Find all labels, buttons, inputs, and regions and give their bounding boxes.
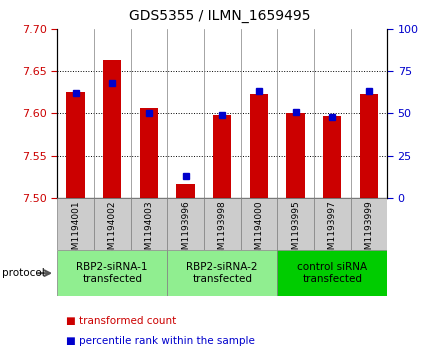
Text: GSM1193998: GSM1193998 bbox=[218, 200, 227, 261]
Text: GSM1194002: GSM1194002 bbox=[108, 200, 117, 261]
Text: GSM1194000: GSM1194000 bbox=[254, 200, 264, 261]
Bar bbox=[57, 250, 167, 296]
Text: RBP2-siRNA-2
transfected: RBP2-siRNA-2 transfected bbox=[187, 262, 258, 284]
Text: ■ transformed count: ■ transformed count bbox=[66, 316, 176, 326]
Text: GSM1193995: GSM1193995 bbox=[291, 200, 300, 261]
Bar bbox=[103, 60, 121, 198]
Text: GSM1193996: GSM1193996 bbox=[181, 200, 190, 261]
Bar bbox=[323, 116, 341, 198]
Text: GSM1193997: GSM1193997 bbox=[328, 200, 337, 261]
Bar bbox=[250, 94, 268, 198]
Text: ■ percentile rank within the sample: ■ percentile rank within the sample bbox=[66, 336, 255, 346]
Bar bbox=[140, 107, 158, 198]
Text: GDS5355 / ILMN_1659495: GDS5355 / ILMN_1659495 bbox=[129, 9, 311, 23]
Bar bbox=[66, 92, 85, 198]
Text: control siRNA
transfected: control siRNA transfected bbox=[297, 262, 367, 284]
Bar bbox=[131, 198, 167, 250]
Bar bbox=[314, 198, 351, 250]
Bar bbox=[94, 198, 131, 250]
Bar bbox=[351, 198, 387, 250]
Bar bbox=[57, 198, 94, 250]
Text: protocol: protocol bbox=[2, 268, 45, 278]
Text: RBP2-siRNA-1
transfected: RBP2-siRNA-1 transfected bbox=[77, 262, 148, 284]
Bar bbox=[360, 94, 378, 198]
Bar bbox=[213, 115, 231, 198]
Bar bbox=[277, 198, 314, 250]
Bar bbox=[167, 198, 204, 250]
Bar bbox=[204, 198, 241, 250]
Bar bbox=[167, 250, 277, 296]
Text: GSM1193999: GSM1193999 bbox=[364, 200, 374, 261]
Bar bbox=[277, 250, 387, 296]
Bar bbox=[286, 113, 305, 198]
Text: GSM1194001: GSM1194001 bbox=[71, 200, 80, 261]
Bar bbox=[241, 198, 277, 250]
Text: GSM1194003: GSM1194003 bbox=[144, 200, 154, 261]
Bar bbox=[176, 184, 195, 198]
